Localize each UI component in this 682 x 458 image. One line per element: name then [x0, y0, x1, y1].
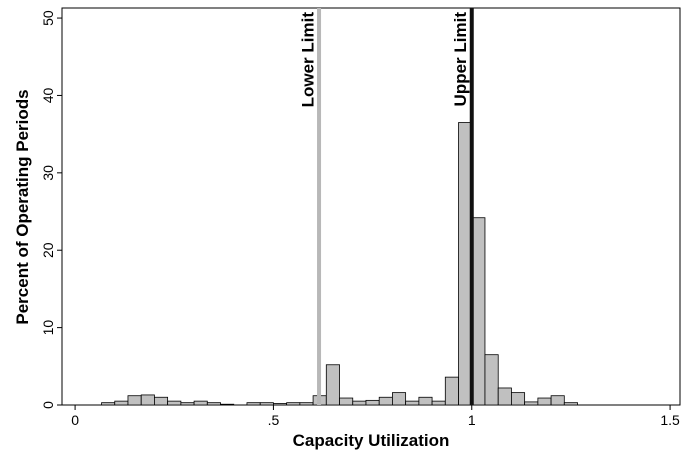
bar — [180, 402, 195, 406]
bar — [352, 400, 367, 406]
y-tick-label: 20 — [40, 242, 56, 258]
bar — [193, 400, 208, 406]
bar — [418, 396, 433, 406]
bar — [286, 402, 301, 406]
y-tick-label: 10 — [40, 320, 56, 336]
plot-frame — [61, 7, 681, 406]
bar — [431, 400, 446, 406]
bar — [167, 400, 182, 406]
bar — [339, 397, 354, 406]
bar — [444, 376, 459, 406]
bar — [114, 400, 129, 406]
bar — [484, 354, 499, 406]
bar — [140, 394, 155, 406]
bar — [392, 392, 407, 406]
x-axis-label: Capacity Utilization — [293, 431, 450, 450]
bar — [246, 402, 261, 406]
x-tick-label: 1.5 — [660, 412, 680, 428]
bar — [497, 387, 512, 406]
bar — [378, 396, 393, 406]
bar — [405, 400, 420, 406]
bar — [550, 395, 565, 406]
x-tick-label: 1 — [468, 412, 476, 428]
bar — [563, 402, 578, 406]
bar — [101, 402, 116, 406]
bar — [127, 395, 142, 406]
bar — [511, 392, 526, 406]
bar — [299, 402, 314, 406]
bar — [524, 401, 539, 406]
bar — [154, 396, 169, 406]
y-tick-label: 50 — [40, 10, 56, 26]
limit-label: Lower Limit — [299, 12, 318, 108]
bar — [273, 403, 288, 406]
bar — [325, 364, 340, 406]
bar — [365, 399, 380, 406]
y-tick-label: 40 — [40, 87, 56, 103]
x-tick-label: 0 — [71, 412, 79, 428]
bar — [537, 397, 552, 406]
x-tick-label: .5 — [268, 412, 280, 428]
bar — [259, 402, 274, 406]
y-tick-label: 0 — [40, 401, 56, 409]
y-axis-label: Percent of Operating Periods — [13, 89, 32, 324]
limit-label: Upper Limit — [451, 12, 470, 107]
y-tick-label: 30 — [40, 165, 56, 181]
bar — [220, 403, 235, 406]
bar — [206, 402, 221, 406]
